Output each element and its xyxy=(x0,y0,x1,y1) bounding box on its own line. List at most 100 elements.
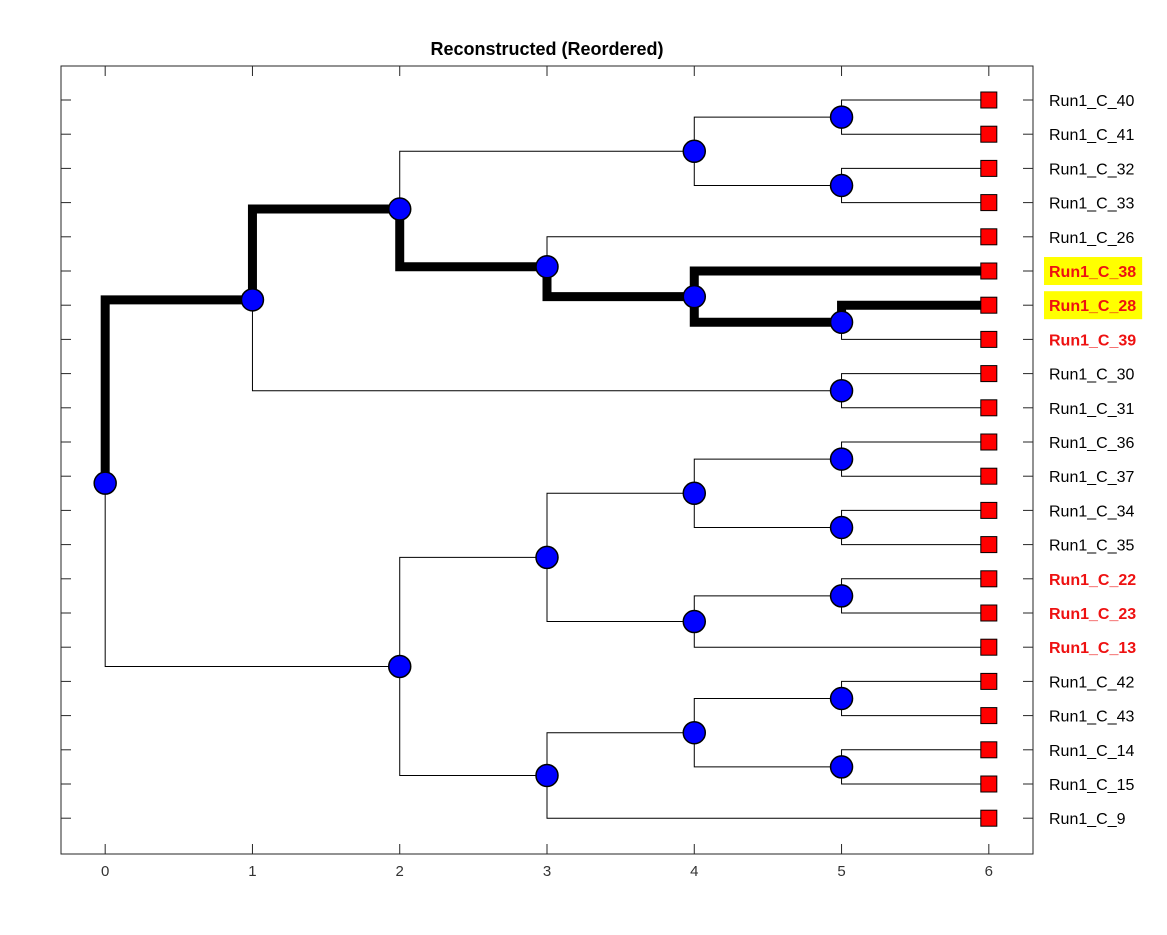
highlighted-edge xyxy=(542,266,695,302)
leaf-marker xyxy=(980,501,998,519)
leaf-label: Run1_C_28 xyxy=(1049,298,1136,315)
internal-node xyxy=(829,515,854,540)
tree-edges xyxy=(104,99,989,819)
leaf-label: Run1_C_41 xyxy=(1049,127,1135,144)
highlighted-edge xyxy=(689,266,989,297)
leaf-marker xyxy=(980,707,998,725)
tree-edge xyxy=(693,732,842,768)
internal-node xyxy=(829,105,854,129)
leaf-marker xyxy=(980,604,998,622)
tree-edge xyxy=(841,459,989,477)
internal-node xyxy=(829,686,854,711)
tree-edge xyxy=(693,116,842,152)
x-tick-label: 1 xyxy=(248,863,256,880)
internal-node xyxy=(829,447,854,471)
y-axis-ticks xyxy=(61,99,1033,819)
tree-edge xyxy=(546,236,989,267)
internal-node xyxy=(240,288,265,312)
tree-edge xyxy=(841,680,989,699)
leaf-marker xyxy=(980,399,998,417)
leaf-marker xyxy=(980,228,998,246)
tree-edge xyxy=(693,698,842,733)
leaf-label: Run1_C_22 xyxy=(1049,572,1136,589)
leaf-label: Run1_C_37 xyxy=(1049,469,1135,486)
leaf-marker xyxy=(980,536,998,554)
internal-node xyxy=(682,139,707,164)
leaf-label: Run1_C_9 xyxy=(1049,811,1126,828)
internal-node xyxy=(387,197,412,221)
leaf-marker xyxy=(980,365,998,383)
tree-edge xyxy=(693,458,842,494)
internal-node xyxy=(829,584,854,608)
tree-edge xyxy=(841,390,989,409)
leaf-marker xyxy=(980,159,998,177)
internal-node xyxy=(829,755,854,779)
leaf-marker xyxy=(980,262,998,280)
tree-edge xyxy=(841,167,989,186)
tree-edge xyxy=(104,299,253,484)
leaf-label: Run1_C_15 xyxy=(1049,777,1135,794)
leaf-marker xyxy=(980,741,998,759)
tree-edge xyxy=(104,483,400,667)
tree-edge xyxy=(841,749,989,767)
x-axis-ticks: 0 1 2 3 4 5 6 xyxy=(101,66,993,880)
tree-edge xyxy=(841,322,989,340)
leaf-label: Run1_C_31 xyxy=(1049,401,1135,418)
highlighted-edge xyxy=(100,295,253,484)
internal-node xyxy=(829,378,854,403)
leaf-label: Run1_C_42 xyxy=(1049,674,1135,691)
leaf-marker xyxy=(980,570,998,588)
leaf-markers xyxy=(980,91,998,827)
tree-edge xyxy=(251,299,842,392)
tree-edge xyxy=(841,441,989,460)
leaf-label: Run1_C_34 xyxy=(1049,503,1135,520)
highlighted-edge xyxy=(247,204,400,300)
tree-edge xyxy=(841,578,989,596)
internal-node xyxy=(535,254,559,279)
highlighted-edge xyxy=(837,300,989,323)
tree-edge xyxy=(841,185,989,204)
x-tick-label: 6 xyxy=(985,863,993,880)
tree-edge xyxy=(399,556,547,667)
tree-edge xyxy=(251,208,400,300)
leaf-marker xyxy=(980,638,998,656)
internal-node xyxy=(829,310,854,335)
tree-edge xyxy=(693,621,989,648)
leaf-label: Run1_C_26 xyxy=(1049,230,1135,247)
leaf-label: Run1_C_40 xyxy=(1049,93,1135,110)
leaf-label: Run1_C_38 xyxy=(1049,264,1136,281)
leaf-label: Run1_C_36 xyxy=(1049,435,1135,452)
leaf-label: Run1_C_13 xyxy=(1049,640,1136,657)
tree-edge xyxy=(546,732,695,776)
internal-node xyxy=(682,609,707,634)
tree-edge xyxy=(841,99,989,118)
leaf-label: Run1_C_33 xyxy=(1049,196,1135,213)
tree-edge xyxy=(841,698,989,717)
leaf-marker xyxy=(980,775,998,793)
leaf-label: Run1_C_30 xyxy=(1049,367,1135,384)
leaf-marker xyxy=(980,809,998,827)
tree-edge xyxy=(841,117,989,135)
x-tick-label: 0 xyxy=(101,863,109,880)
tree-edge xyxy=(399,666,547,776)
tree-edge xyxy=(546,492,695,558)
internal-node-markers xyxy=(93,105,854,788)
internal-node xyxy=(682,284,707,309)
x-tick-label: 3 xyxy=(543,863,551,880)
tree-edge xyxy=(399,150,695,210)
tree-edge xyxy=(841,509,989,528)
leaf-label: Run1_C_39 xyxy=(1049,332,1136,349)
tree-edge xyxy=(693,595,842,622)
leaf-label: Run1_C_43 xyxy=(1049,709,1135,726)
leaf-label: Run1_C_14 xyxy=(1049,743,1135,760)
x-tick-label: 2 xyxy=(396,863,404,880)
tree-edge xyxy=(841,373,989,391)
leaf-marker xyxy=(980,91,998,109)
x-tick-label: 4 xyxy=(690,863,698,880)
tree-edge xyxy=(546,775,989,819)
tree-edge xyxy=(693,493,842,528)
label-highlight-box xyxy=(1044,257,1143,285)
internal-node xyxy=(682,481,707,506)
label-highlight-box xyxy=(1044,291,1143,320)
